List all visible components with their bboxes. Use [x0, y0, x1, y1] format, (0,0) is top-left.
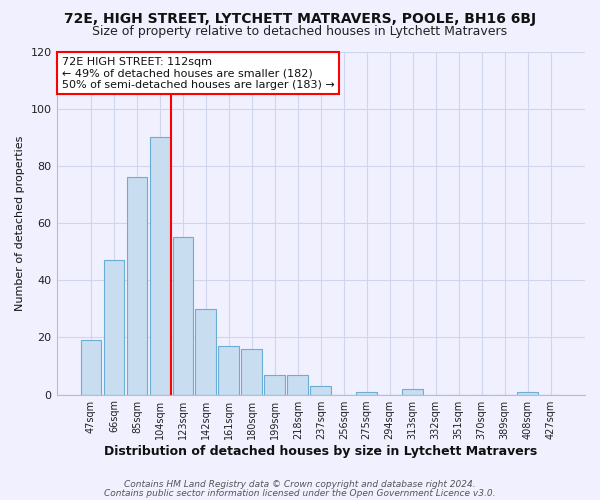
Bar	[218, 346, 239, 395]
X-axis label: Distribution of detached houses by size in Lytchett Matravers: Distribution of detached houses by size …	[104, 444, 538, 458]
Bar	[127, 178, 147, 394]
Bar	[104, 260, 124, 394]
Bar	[241, 349, 262, 395]
Bar	[80, 340, 101, 394]
Bar	[403, 389, 423, 394]
Bar	[196, 309, 216, 394]
Text: Contains HM Land Registry data © Crown copyright and database right 2024.: Contains HM Land Registry data © Crown c…	[124, 480, 476, 489]
Bar	[149, 138, 170, 394]
Text: Size of property relative to detached houses in Lytchett Matravers: Size of property relative to detached ho…	[92, 25, 508, 38]
Text: Contains public sector information licensed under the Open Government Licence v3: Contains public sector information licen…	[104, 488, 496, 498]
Text: 72E HIGH STREET: 112sqm
← 49% of detached houses are smaller (182)
50% of semi-d: 72E HIGH STREET: 112sqm ← 49% of detache…	[62, 56, 335, 90]
Bar	[517, 392, 538, 394]
Bar	[265, 374, 285, 394]
Text: 72E, HIGH STREET, LYTCHETT MATRAVERS, POOLE, BH16 6BJ: 72E, HIGH STREET, LYTCHETT MATRAVERS, PO…	[64, 12, 536, 26]
Bar	[356, 392, 377, 394]
Y-axis label: Number of detached properties: Number of detached properties	[15, 136, 25, 310]
Bar	[310, 386, 331, 394]
Bar	[287, 374, 308, 394]
Bar	[173, 238, 193, 394]
